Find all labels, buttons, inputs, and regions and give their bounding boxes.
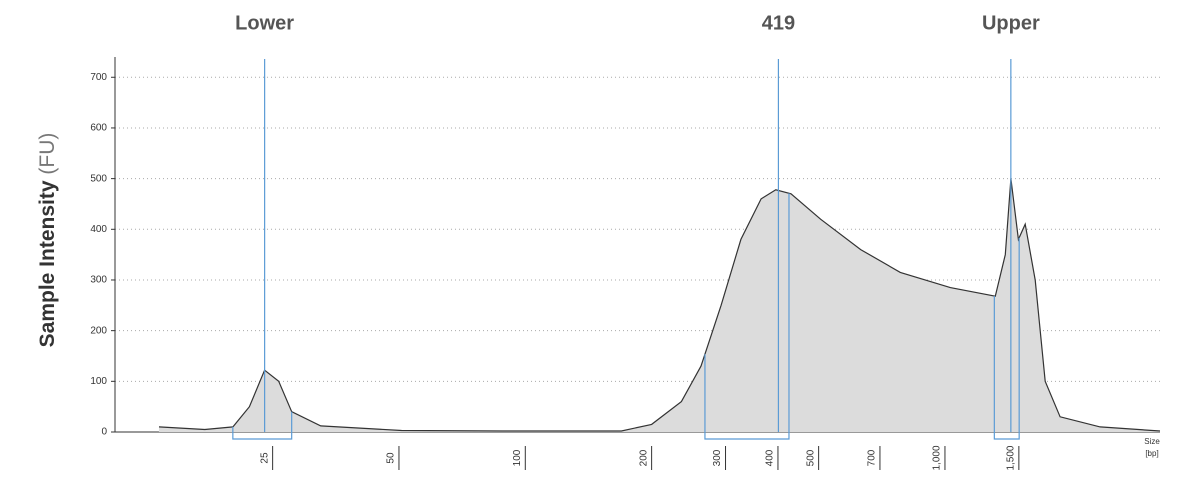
x-tick-label: 400 <box>765 449 776 466</box>
marker-label: Lower <box>235 12 294 34</box>
x-axis-label: Size <box>1144 437 1160 446</box>
y-tick-label: 700 <box>90 72 107 83</box>
y-tick-label: 0 <box>101 427 107 438</box>
x-tick-label: 500 <box>805 449 816 466</box>
y-tick-label: 300 <box>90 275 107 286</box>
x-tick-label: 1,000 <box>932 445 943 470</box>
trace-line <box>158 178 1161 432</box>
x-tick-label: 200 <box>638 449 649 466</box>
y-label-text: Sample Intensity <box>36 180 59 347</box>
y-tick-label: 400 <box>90 224 107 235</box>
peak-range <box>704 193 790 440</box>
x-tick-label: 700 <box>867 449 878 466</box>
marker-label: 419 <box>762 12 795 34</box>
peak-range <box>232 411 293 440</box>
marker-label: Upper <box>982 12 1040 34</box>
x-tick-label: 50 <box>386 452 397 464</box>
y-tick-label: 600 <box>90 123 107 134</box>
x-tick-label: 100 <box>512 449 523 466</box>
y-tick-label: 200 <box>90 325 107 336</box>
peak-range <box>993 237 1020 440</box>
y-axis-label: Sample Intensity (FU) <box>36 133 59 348</box>
x-tick-label: 300 <box>712 449 723 466</box>
area-fill <box>158 178 1160 432</box>
x-tick-label: 1,500 <box>1005 445 1016 470</box>
y-tick-label: 500 <box>90 173 107 184</box>
y-label-unit: (FU) <box>36 133 59 175</box>
y-tick-label: 100 <box>90 376 107 387</box>
x-tick-label: 25 <box>259 452 270 464</box>
x-axis-unit: [bp] <box>1145 449 1158 458</box>
